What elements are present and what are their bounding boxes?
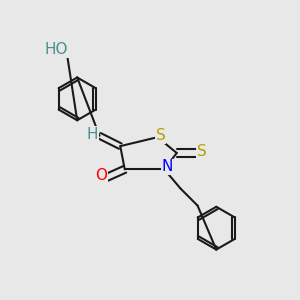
Text: N: N <box>162 159 173 174</box>
Text: S: S <box>155 128 165 143</box>
Text: HO: HO <box>45 42 68 57</box>
Text: H: H <box>86 127 98 142</box>
Text: S: S <box>197 144 207 159</box>
Text: O: O <box>95 168 107 183</box>
